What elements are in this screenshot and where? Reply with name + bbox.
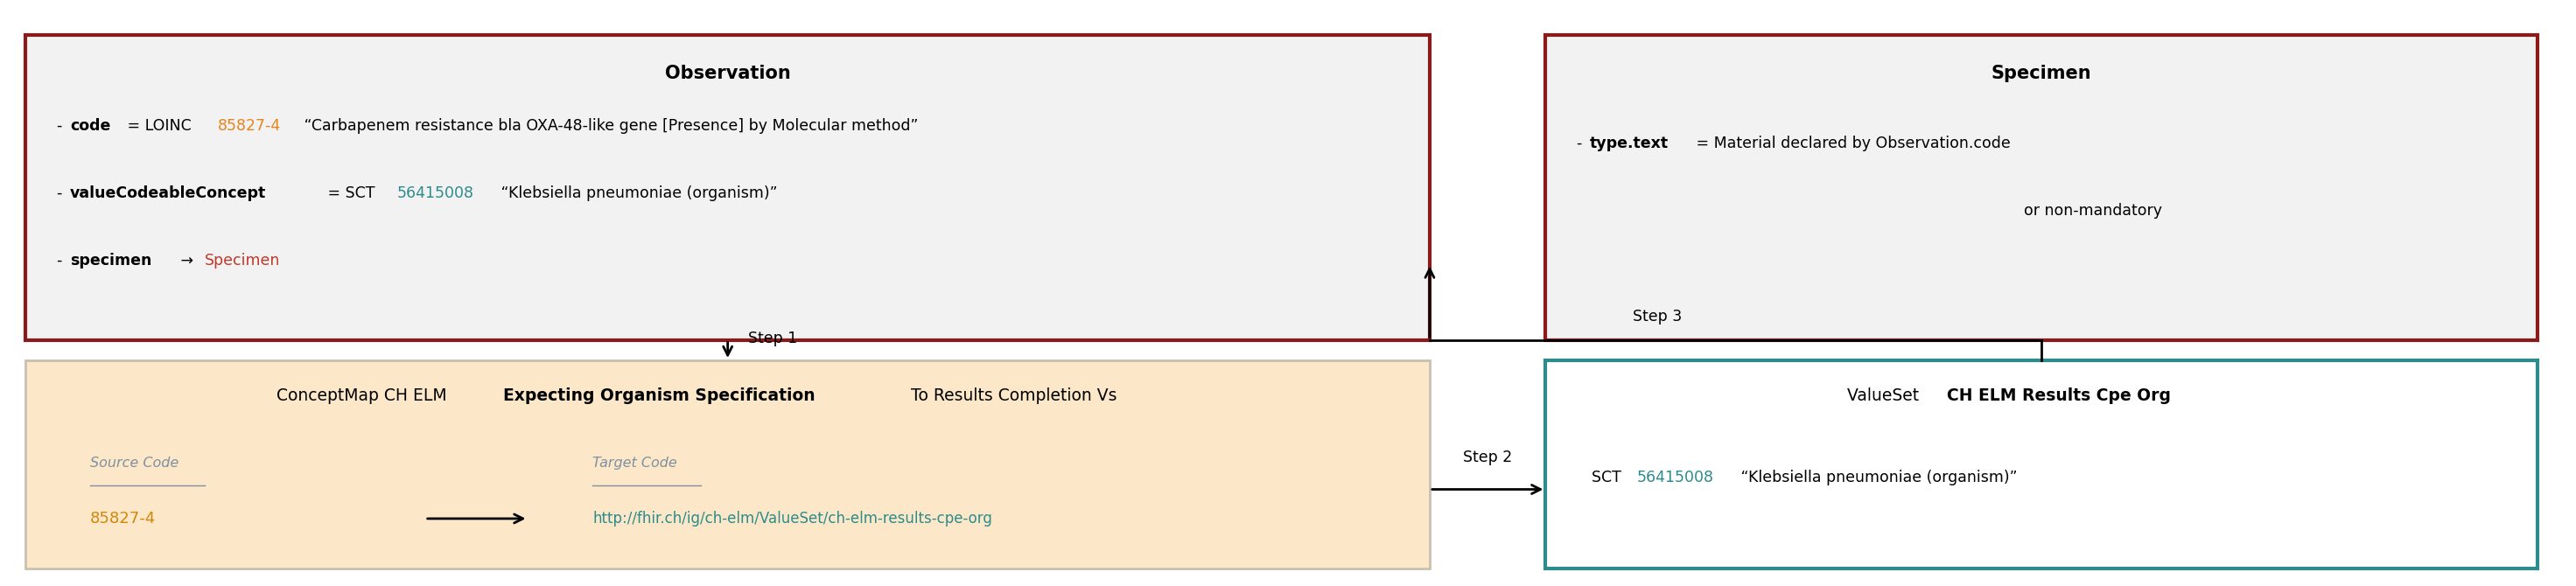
Text: Target Code: Target Code [592, 456, 677, 469]
Text: ValueSet: ValueSet [1847, 387, 1924, 404]
Text: Specimen: Specimen [204, 253, 281, 268]
FancyBboxPatch shape [1546, 360, 2537, 568]
Text: CH ELM Results Cpe Org: CH ELM Results Cpe Org [1947, 387, 2172, 404]
Text: 85827-4: 85827-4 [90, 511, 157, 526]
Text: = SCT: = SCT [322, 186, 381, 201]
Text: ConceptMap CH ELM: ConceptMap CH ELM [276, 387, 453, 404]
Text: 56415008: 56415008 [1636, 470, 1713, 485]
Text: = Material declared by Observation.code: = Material declared by Observation.code [1692, 136, 2012, 151]
Text: -: - [57, 253, 67, 268]
Text: 85827-4: 85827-4 [216, 118, 281, 134]
Text: type.text: type.text [1589, 136, 1669, 151]
Text: “Klebsiella pneumoniae (organism)”: “Klebsiella pneumoniae (organism)” [1736, 470, 2017, 485]
FancyBboxPatch shape [1546, 35, 2537, 340]
Text: Source Code: Source Code [90, 456, 178, 469]
Text: -: - [57, 186, 67, 201]
Text: To Results Completion Vs: To Results Completion Vs [907, 387, 1118, 404]
Text: code: code [70, 118, 111, 134]
FancyBboxPatch shape [26, 360, 1430, 568]
Text: 56415008: 56415008 [397, 186, 474, 201]
FancyBboxPatch shape [26, 35, 1430, 340]
Text: Step 2: Step 2 [1463, 449, 1512, 465]
Text: Step 1: Step 1 [750, 331, 799, 346]
Text: SCT: SCT [1592, 470, 1625, 485]
Text: specimen: specimen [70, 253, 152, 268]
Text: Specimen: Specimen [1991, 64, 2092, 82]
Text: Step 3: Step 3 [1633, 309, 1682, 324]
Text: Expecting Organism Specification: Expecting Organism Specification [502, 387, 817, 404]
Text: Observation: Observation [665, 64, 791, 82]
Text: = LOINC: = LOINC [124, 118, 196, 134]
Text: →: → [175, 253, 198, 268]
Text: http://fhir.ch/ig/ch-elm/ValueSet/ch-elm-results-cpe-org: http://fhir.ch/ig/ch-elm/ValueSet/ch-elm… [592, 511, 992, 526]
Text: “Klebsiella pneumoniae (organism)”: “Klebsiella pneumoniae (organism)” [497, 186, 778, 201]
Text: -: - [57, 118, 67, 134]
Text: -: - [1577, 136, 1587, 151]
Text: or non-mandatory: or non-mandatory [2025, 203, 2161, 219]
Text: valueCodeableConcept: valueCodeableConcept [70, 186, 265, 201]
Text: “Carbapenem resistance bla OXA-48-like gene [Presence] by Molecular method”: “Carbapenem resistance bla OXA-48-like g… [299, 118, 917, 134]
